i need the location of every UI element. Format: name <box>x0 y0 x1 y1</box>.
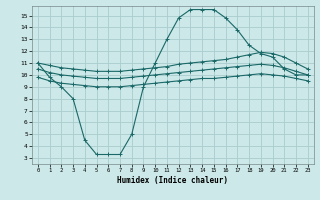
X-axis label: Humidex (Indice chaleur): Humidex (Indice chaleur) <box>117 176 228 185</box>
